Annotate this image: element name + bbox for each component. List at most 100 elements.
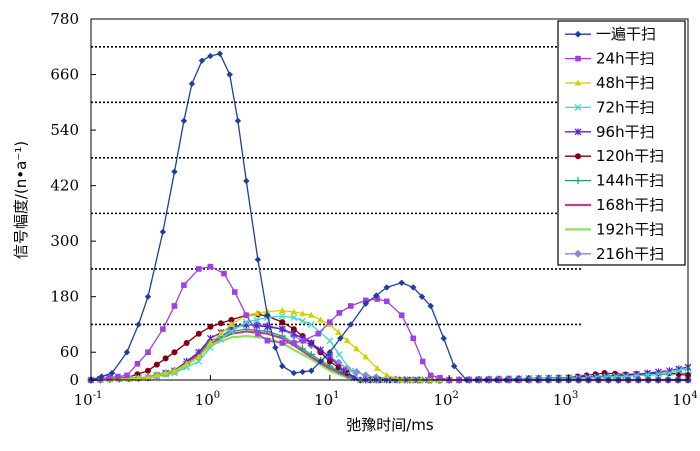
data-point: [216, 50, 224, 57]
data-point: [228, 320, 235, 327]
data-point: [383, 371, 391, 378]
data-point: [162, 355, 169, 362]
data-point: [254, 256, 262, 263]
data-point: [226, 71, 233, 78]
data-point: [574, 30, 582, 38]
data-point: [343, 364, 352, 373]
data-point: [207, 52, 214, 60]
x-tick-label: 10-1: [74, 390, 103, 409]
data-point: [253, 322, 261, 330]
data-point: [307, 339, 315, 347]
legend-item: 120h干扫: [565, 147, 664, 165]
y-tick-label: 540: [50, 121, 79, 139]
data-point: [181, 282, 187, 288]
data-point: [362, 300, 369, 307]
legend-label: 216h干扫: [596, 245, 664, 263]
data-point: [145, 349, 151, 356]
plot-frame: [90, 18, 689, 381]
data-point: [315, 330, 322, 337]
data-point: [419, 358, 426, 365]
data-point: [410, 284, 417, 291]
data-point: [383, 298, 390, 305]
data-point: [255, 330, 261, 337]
data-point: [123, 349, 131, 356]
data-point: [574, 249, 582, 258]
legend-label: 192h干扫: [596, 220, 664, 238]
data-point: [278, 307, 286, 314]
data-point: [575, 55, 581, 62]
data-point: [348, 303, 354, 309]
data-point: [264, 312, 271, 319]
series-line: [90, 265, 688, 381]
data-point: [299, 368, 306, 376]
data-point: [374, 364, 381, 371]
x-tick-label: 100: [195, 390, 220, 409]
data-point: [410, 335, 417, 342]
data-point: [362, 297, 369, 304]
x-axis-ticks: 10-1 100 101 102 103 104: [74, 375, 698, 409]
legend-label: 144h干扫: [596, 172, 664, 190]
data-point: [299, 310, 306, 317]
data-point: [144, 374, 152, 381]
y-tick-label: 660: [50, 66, 79, 84]
data-point: [299, 345, 307, 353]
legend-label: 96h干扫: [596, 123, 655, 141]
data-point: [343, 337, 351, 344]
data-point: [279, 319, 286, 326]
data-point: [575, 153, 581, 160]
data-point: [326, 358, 333, 365]
data-point: [317, 316, 324, 323]
legend-label: 一遍干扫: [596, 25, 656, 43]
data-point: [644, 371, 651, 379]
data-point: [574, 177, 582, 185]
legend-item: 192h干扫: [565, 220, 664, 238]
data-point: [308, 311, 315, 318]
data-point: [134, 361, 141, 367]
data-point: [307, 351, 315, 359]
data-point: [153, 361, 160, 368]
data-point: [335, 351, 343, 358]
data-point: [335, 329, 342, 336]
legend-item: 24h干扫: [565, 50, 655, 68]
data-point: [188, 80, 196, 87]
legend-item: 72h干扫: [565, 98, 655, 116]
data-point: [574, 79, 582, 86]
data-point: [234, 117, 242, 125]
data-point: [308, 367, 315, 374]
data-point: [217, 336, 225, 343]
data-point: [162, 369, 169, 376]
data-point: [108, 369, 116, 377]
data-point: [326, 349, 333, 356]
data-point: [228, 316, 235, 323]
data-point: [183, 360, 190, 367]
data-point: [335, 364, 342, 371]
data-point: [418, 293, 426, 300]
data-point: [299, 317, 307, 325]
data-point: [675, 367, 683, 375]
data-point: [196, 266, 202, 272]
y-tick-label: 420: [50, 177, 79, 195]
data-point: [115, 373, 121, 380]
data-point: [327, 319, 333, 325]
legend-label: 72h干扫: [596, 98, 655, 116]
series-line: [90, 53, 688, 381]
data-point: [171, 168, 178, 175]
data-point: [207, 339, 214, 346]
data-point: [290, 308, 298, 315]
data-point: [253, 309, 261, 316]
data-point: [264, 308, 271, 315]
data-point: [339, 367, 347, 375]
data-point: [290, 326, 297, 333]
data-point: [278, 312, 286, 320]
data-point: [317, 346, 324, 354]
legend-item: 一遍干扫: [565, 25, 656, 43]
data-point: [450, 362, 458, 370]
data-point: [383, 284, 390, 291]
data-point: [242, 318, 250, 326]
data-point: [221, 270, 227, 277]
y-tick-label: 0: [69, 371, 79, 389]
data-point: [272, 344, 279, 351]
y-axis-ticks: 0 60 180 300 420 540 660 780: [50, 10, 96, 389]
legend-item: 216h干扫: [565, 245, 664, 263]
data-point: [290, 314, 298, 321]
